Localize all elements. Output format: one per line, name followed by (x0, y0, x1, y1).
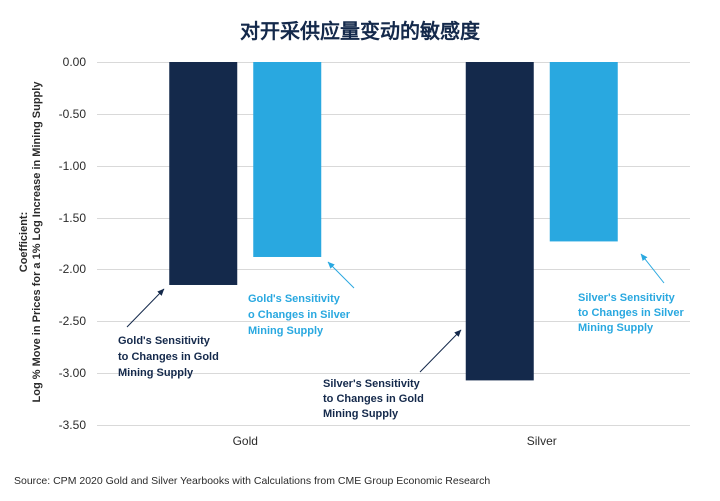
annotation-line: o Changes in Silver (248, 309, 351, 321)
bar-gold-series-1 (169, 62, 238, 285)
x-category-label: Gold (233, 434, 258, 448)
annotation-text: Silver's Sensitivity to Changes in Gold Mi… (323, 378, 424, 420)
y-axis-label-line-1: Coefficient: (18, 212, 30, 273)
annotation-line: Silver's Sensitivity (578, 292, 676, 304)
annotation-arrow (419, 329, 462, 373)
y-tick-label: -1.50 (59, 211, 87, 225)
bar-silver-series-2 (549, 62, 618, 242)
x-category-label: Silver (527, 434, 557, 448)
annotation-line: Mining Supply (118, 367, 194, 379)
annotation: Gold's Sensitivity to Changes in Gold Mini… (118, 288, 219, 379)
annotation-line: Gold's Sensitivity (248, 293, 341, 305)
y-tick-label: -1.00 (59, 159, 87, 173)
y-tick-label: -2.50 (59, 314, 87, 328)
x-axis-categories: Gold Silver (233, 434, 557, 448)
annotation-line: Mining Supply (248, 325, 324, 337)
source-note: Source: CPM 2020 Gold and Silver Yearboo… (14, 475, 490, 487)
y-tick-label: -0.50 (59, 107, 87, 121)
annotation-line: Gold's Sensitivity (118, 335, 211, 347)
annotation-arrow (327, 261, 355, 289)
y-tick-label: -2.00 (59, 262, 87, 276)
annotation-line: Mining Supply (323, 408, 399, 420)
y-tick-label: -3.50 (59, 418, 87, 432)
annotation-text: Silver's Sensitivity to Changes in Silver… (578, 292, 684, 334)
y-axis-label-line-2: Log % Move in Prices for a 1% Log Increa… (31, 81, 43, 403)
annotation: Gold's Sensitivity o Changes in Silver Min… (248, 261, 355, 337)
bars (169, 62, 618, 381)
y-tick-label: -3.00 (59, 366, 87, 380)
annotation-line: to Changes in Silver (578, 307, 684, 319)
bar-gold-series-2 (253, 62, 322, 257)
annotation-text: Gold's Sensitivity o Changes in Silver Min… (248, 293, 351, 337)
annotation-line: to Changes in Gold (118, 351, 219, 363)
y-axis-ticks: 0.00 -0.50 -1.00 -1.50 -2.00 -2.50 -3.00 -3.50 (59, 55, 87, 432)
y-tick-label: 0.00 (63, 55, 87, 69)
annotation-arrow (126, 288, 165, 328)
annotation-line: to Changes in Gold (323, 393, 424, 405)
annotation-line: Silver's Sensitivity (323, 378, 421, 390)
bar-silver-series-1 (465, 62, 534, 381)
annotation: Silver's Sensitivity to Changes in Gold Mi… (323, 329, 462, 420)
annotations: Gold's Sensitivity to Changes in Gold Mini… (118, 253, 684, 420)
annotation: Silver's Sensitivity to Changes in Silver… (578, 253, 684, 334)
chart-title: 对开采供应量变动的敏感度 (240, 19, 481, 43)
annotation-line: Mining Supply (578, 322, 654, 334)
annotation-arrow (640, 253, 665, 284)
annotation-text: Gold's Sensitivity to Changes in Gold Mini… (118, 335, 219, 379)
